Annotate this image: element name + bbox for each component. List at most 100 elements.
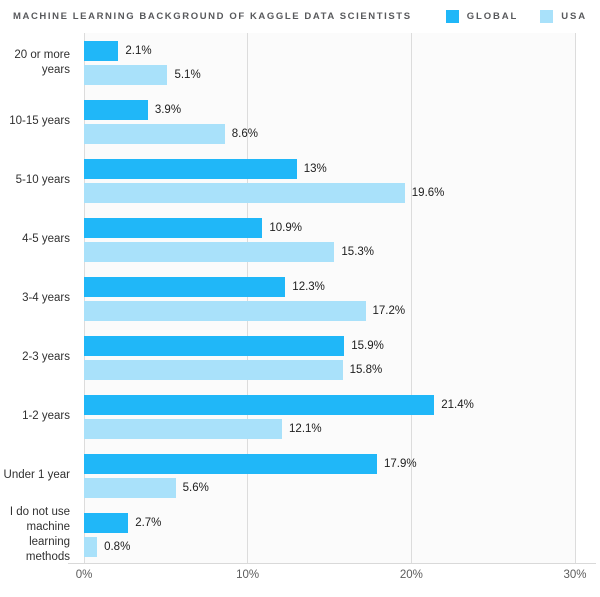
- bar-line: 13%: [84, 158, 575, 179]
- x-axis-ticks: 0% 10% 20% 30%: [76, 569, 587, 585]
- legend-item-global: GLOBAL: [445, 9, 519, 23]
- value-label: 2.7%: [135, 516, 162, 529]
- bar-line: 15.3%: [84, 241, 575, 262]
- usa-swatch: [540, 9, 554, 23]
- usa-bar: [84, 64, 168, 85]
- gridline: [247, 33, 249, 564]
- bar-group: 12.3% 17.2%: [84, 269, 575, 328]
- value-label: 8.6%: [231, 127, 258, 140]
- value-label: 0.8%: [104, 540, 131, 553]
- bar-line: 19.6%: [84, 182, 575, 203]
- bar-line: 15.9%: [84, 335, 575, 356]
- plot-area: [83, 33, 576, 564]
- global-bar: [84, 335, 345, 356]
- bar-line: 3.9%: [84, 99, 575, 120]
- category-label: 20 or more years: [14, 48, 70, 76]
- bar-line: 10.9%: [84, 217, 575, 238]
- usa-bar: [84, 477, 176, 498]
- chart-row: 5-10 years 13% 19.6%: [0, 151, 600, 210]
- value-label: 15.3%: [341, 245, 375, 258]
- global-bar: [84, 99, 148, 120]
- bar-group: 2.7% 0.8%: [84, 505, 575, 564]
- legend-item-usa: USA: [540, 9, 587, 23]
- bar-group: 13% 19.6%: [84, 151, 575, 210]
- usa-bar: [84, 359, 343, 380]
- gridline: [83, 33, 85, 564]
- value-label: 19.6%: [411, 186, 445, 199]
- legend-label-global: GLOBAL: [466, 10, 519, 22]
- usa-bar: [84, 241, 335, 262]
- category-label: 5-10 years: [15, 174, 70, 186]
- x-axis-tick-label: 0%: [75, 569, 93, 581]
- bar-line: 12.3%: [84, 276, 575, 297]
- usa-bar: [84, 536, 98, 557]
- gridline: [574, 33, 576, 564]
- category-label: 1-2 years: [22, 410, 70, 422]
- value-label: 21.4%: [441, 398, 474, 411]
- chart-row: 10-15 years 3.9% 8.6%: [0, 92, 600, 151]
- category-label: 2-3 years: [22, 351, 70, 363]
- chart-row: 20 or more years 2.1% 5.1%: [0, 33, 600, 92]
- global-bar: [84, 158, 297, 179]
- category-label: I do not use machine learning methods: [9, 505, 70, 563]
- bar-line: 2.7%: [84, 512, 575, 533]
- value-label: 2.1%: [125, 44, 152, 57]
- chart-row: 1-2 years 21.4% 12.1%: [0, 387, 600, 446]
- value-label: 17.9%: [383, 457, 417, 470]
- category-label: Under 1 year: [3, 469, 70, 481]
- chart-title: MACHINE LEARNING BACKGROUND OF KAGGLE DA…: [13, 10, 412, 22]
- value-label: 15.8%: [349, 363, 383, 376]
- bar-group: 3.9% 8.6%: [84, 92, 575, 151]
- usa-bar: [84, 182, 405, 203]
- value-label: 5.1%: [174, 68, 201, 81]
- bar-line: 2.1%: [84, 40, 575, 61]
- value-label: 15.9%: [351, 339, 384, 352]
- bar-line: 0.8%: [84, 536, 575, 557]
- x-axis-tick-label: 30%: [563, 569, 587, 581]
- chart-row: 2-3 years 15.9% 15.8%: [0, 328, 600, 387]
- chart-row: 4-5 years 10.9% 15.3%: [0, 210, 600, 269]
- global-bar: [84, 394, 435, 415]
- bar-line: 5.6%: [84, 477, 575, 498]
- bar-line: 15.8%: [84, 359, 575, 380]
- chart-row: I do not use machine learning methods 2.7…: [0, 505, 600, 564]
- x-axis-tick-label: 10%: [236, 569, 260, 581]
- usa-bar: [84, 123, 225, 144]
- chart-row: Under 1 year 17.9% 5.6%: [0, 446, 600, 505]
- global-bar: [84, 512, 129, 533]
- global-bar: [84, 276, 286, 297]
- global-bar: [84, 40, 119, 61]
- global-bar: [84, 217, 263, 238]
- value-label: 5.6%: [182, 481, 209, 494]
- category-label: 3-4 years: [22, 292, 70, 304]
- global-bar: [84, 453, 377, 474]
- chart-header: MACHINE LEARNING BACKGROUND OF KAGGLE DA…: [13, 7, 587, 25]
- value-label: 13%: [303, 162, 327, 175]
- bar-line: 12.1%: [84, 418, 575, 439]
- gridline: [410, 33, 412, 564]
- legend: GLOBAL USA: [445, 9, 587, 23]
- bar-group: 10.9% 15.3%: [84, 210, 575, 269]
- bar-line: 17.9%: [84, 453, 575, 474]
- value-label: 3.9%: [154, 103, 182, 116]
- value-label: 12.1%: [289, 422, 322, 435]
- bar-line: 21.4%: [84, 394, 575, 415]
- value-label: 12.3%: [292, 280, 325, 293]
- global-swatch: [445, 9, 459, 23]
- bar-group: 15.9% 15.8%: [84, 328, 575, 387]
- x-axis-line: [68, 563, 596, 564]
- bar-rows: 20 or more years 2.1% 5.1% 10-15 years 3.9% 8…: [0, 33, 600, 564]
- bar-line: 5.1%: [84, 64, 575, 85]
- bar-line: 8.6%: [84, 123, 575, 144]
- chart-row: 3-4 years 12.3% 17.2%: [0, 269, 600, 328]
- value-label: 10.9%: [269, 221, 302, 234]
- category-label: 4-5 years: [22, 233, 70, 245]
- bar-line: 17.2%: [84, 300, 575, 321]
- value-label: 17.2%: [372, 304, 406, 317]
- x-axis-tick-label: 20%: [399, 569, 423, 581]
- bar-group: 2.1% 5.1%: [84, 33, 575, 92]
- legend-label-usa: USA: [561, 10, 587, 22]
- usa-bar: [84, 300, 366, 321]
- usa-bar: [84, 418, 283, 439]
